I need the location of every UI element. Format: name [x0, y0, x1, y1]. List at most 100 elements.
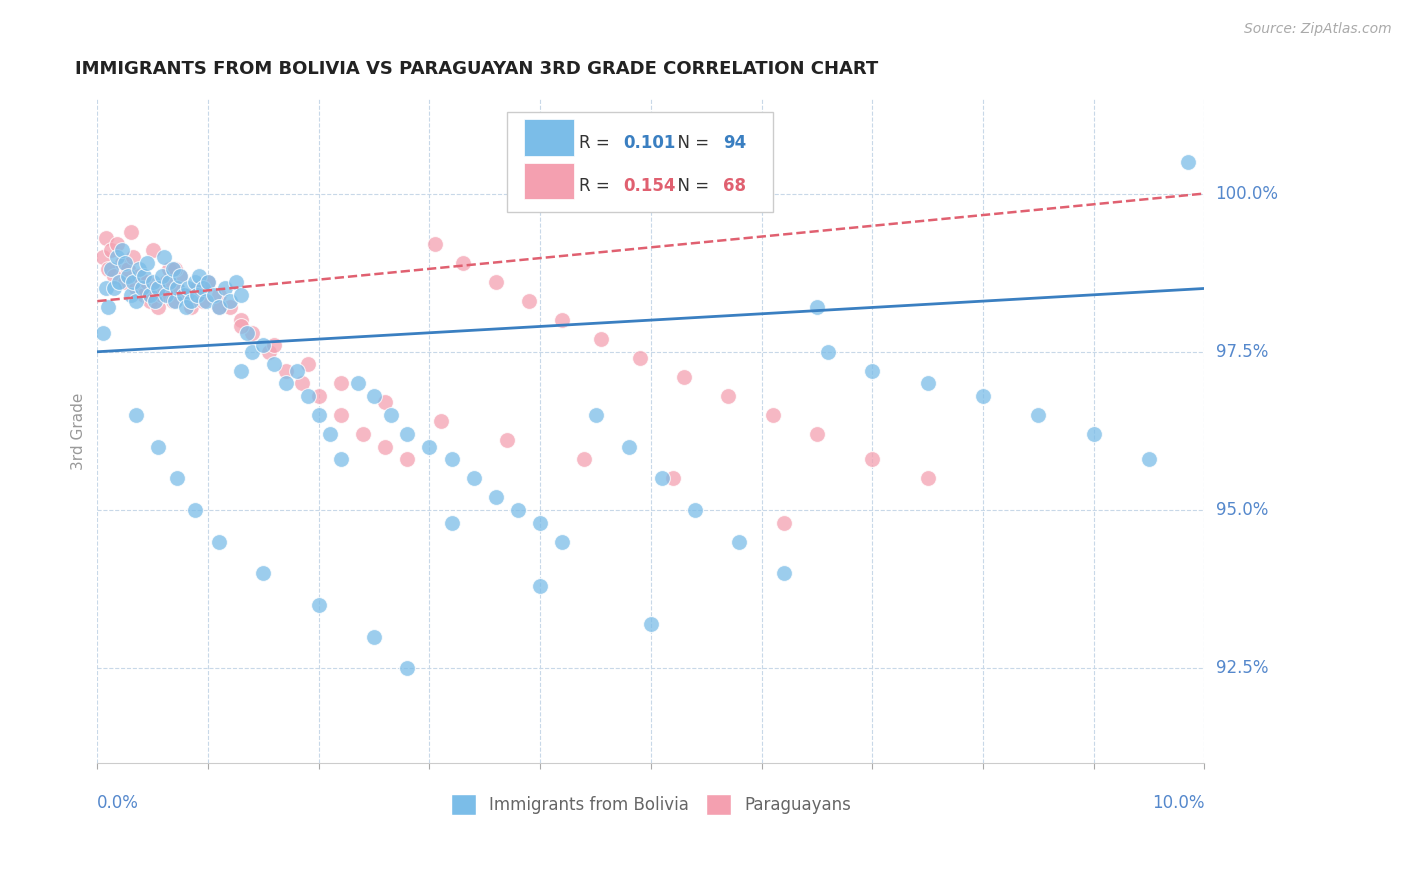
Point [329, 452, 352, 467]
Point [180, 294, 202, 309]
Point [772, 566, 794, 581]
Point [184, 503, 207, 517]
Point [191, 294, 214, 309]
Point [96, 231, 118, 245]
Point [252, 338, 274, 352]
Point [231, 313, 253, 327]
Point [589, 332, 612, 346]
Point [197, 275, 219, 289]
Point [208, 287, 231, 301]
Point [440, 516, 463, 530]
Point [169, 268, 191, 283]
Point [174, 301, 197, 315]
Point [285, 364, 308, 378]
Point [121, 250, 143, 264]
FancyBboxPatch shape [523, 120, 575, 156]
Point [148, 281, 170, 295]
Point [806, 301, 828, 315]
Point [142, 275, 165, 289]
Point [617, 440, 640, 454]
Point [374, 395, 396, 409]
Point [329, 376, 352, 391]
Point [263, 358, 285, 372]
Point [97, 301, 120, 315]
Point [506, 503, 529, 517]
Point [219, 301, 242, 315]
Point [440, 452, 463, 467]
Point [257, 344, 280, 359]
Point [166, 281, 188, 295]
Point [551, 534, 574, 549]
Point [231, 287, 253, 301]
Point [105, 250, 128, 264]
Point [186, 281, 208, 295]
Text: 97.5%: 97.5% [1216, 343, 1268, 360]
Point [163, 294, 186, 309]
Point [396, 661, 419, 675]
Point [574, 452, 596, 467]
Text: 100.0%: 100.0% [1216, 185, 1278, 202]
Text: 10.0%: 10.0% [1152, 794, 1205, 812]
Point [103, 268, 125, 283]
Point [485, 275, 508, 289]
Point [728, 534, 751, 549]
Point [202, 287, 225, 301]
Point [105, 237, 128, 252]
Text: N =: N = [668, 177, 714, 195]
Point [191, 281, 214, 295]
Point [173, 287, 195, 301]
Point [188, 268, 211, 283]
Point [683, 503, 706, 517]
Point [329, 408, 352, 422]
Point [346, 376, 368, 391]
Point [240, 326, 263, 340]
Point [142, 244, 165, 258]
Point [517, 294, 540, 309]
Point [917, 471, 939, 485]
Point [496, 434, 519, 448]
Point [100, 244, 122, 258]
Point [143, 281, 166, 295]
Point [91, 326, 114, 340]
Point [163, 262, 186, 277]
Point [111, 244, 134, 258]
Point [177, 281, 200, 295]
Point [139, 294, 162, 309]
Point [96, 281, 118, 295]
Point [297, 389, 319, 403]
Point [231, 364, 253, 378]
Point [125, 294, 148, 309]
Point [380, 408, 402, 422]
Point [762, 408, 785, 422]
Point [418, 440, 440, 454]
Point [132, 287, 155, 301]
Point [860, 364, 883, 378]
Text: Source: ZipAtlas.com: Source: ZipAtlas.com [1244, 22, 1392, 37]
Point [363, 630, 385, 644]
Point [136, 256, 159, 270]
Point [117, 262, 139, 277]
Point [120, 287, 142, 301]
Text: 0.154: 0.154 [623, 177, 676, 195]
Point [429, 414, 451, 428]
Point [319, 427, 342, 442]
Point [651, 471, 673, 485]
Text: 94: 94 [723, 134, 747, 152]
Point [263, 338, 285, 352]
Point [166, 471, 188, 485]
Point [423, 237, 446, 252]
Y-axis label: 3rd Grade: 3rd Grade [72, 392, 86, 469]
Text: N =: N = [668, 134, 714, 152]
Point [236, 326, 259, 340]
Point [157, 275, 180, 289]
Point [114, 275, 136, 289]
Point [396, 452, 419, 467]
Point [240, 344, 263, 359]
Point [186, 281, 208, 295]
Point [717, 389, 740, 403]
Point [111, 256, 134, 270]
Point [143, 294, 166, 309]
Point [103, 281, 125, 295]
Point [162, 262, 184, 277]
Point [252, 566, 274, 581]
